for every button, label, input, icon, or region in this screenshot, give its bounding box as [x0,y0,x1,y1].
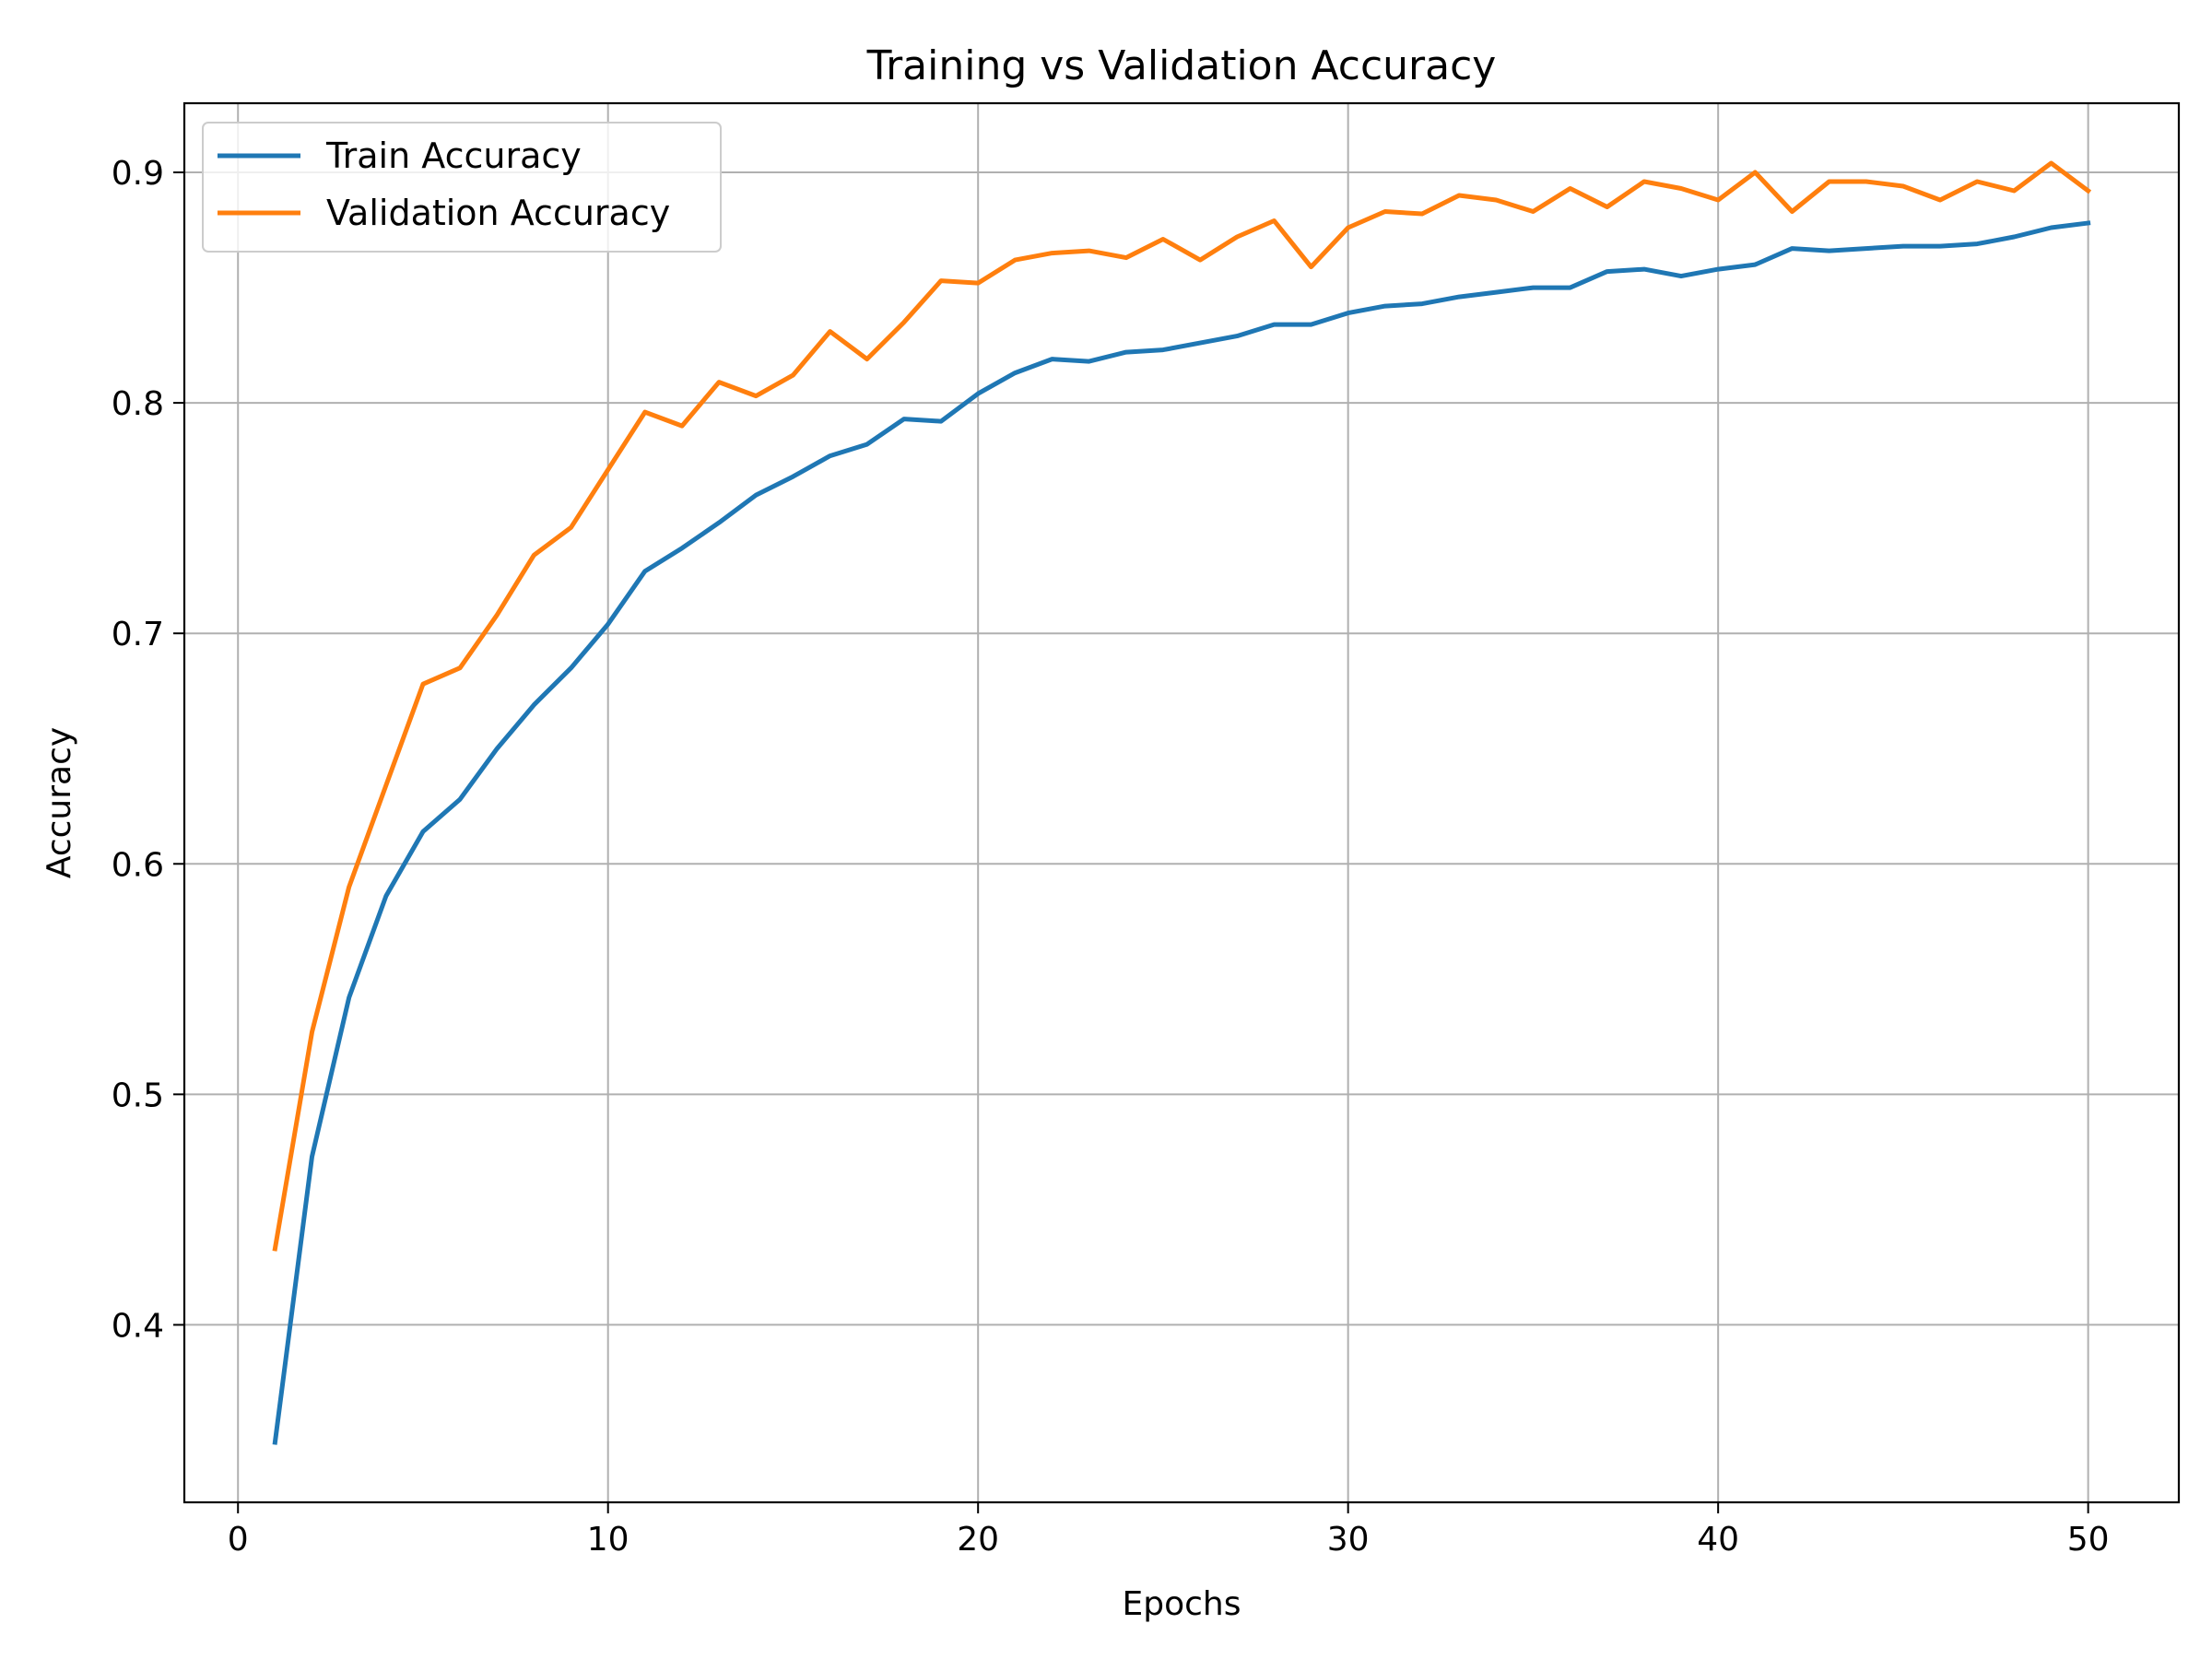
y-tick-label: 0.8 [112,385,164,423]
legend-label-validation: Validation Accuracy [326,193,670,233]
x-axis-label: Epochs [1123,1585,1241,1623]
y-tick-label: 0.5 [112,1077,164,1114]
chart-title: Training vs Validation Accuracy [866,42,1497,89]
x-tick-label: 30 [1327,1521,1370,1559]
x-tick-label: 0 [228,1521,249,1559]
x-tick-label: 40 [1697,1521,1739,1559]
legend-box [202,122,722,253]
legend: Train Accuracy Validation Accuracy [202,122,722,253]
legend-label-train: Train Accuracy [325,135,582,176]
x-tick-label: 10 [587,1521,629,1559]
y-axis-label: Accuracy [41,727,78,878]
y-tick-label: 0.6 [112,846,164,884]
x-tick-label: 20 [957,1521,999,1559]
series-lines [272,160,2092,1445]
y-tick-label: 0.9 [112,155,164,193]
grid [184,103,2179,1502]
y-tick-label: 0.7 [112,616,164,653]
x-tick-label: 50 [2067,1521,2110,1559]
axes-frame [182,101,2181,1504]
y-tick-label: 0.4 [112,1307,164,1345]
train-accuracy-line [272,220,2091,1445]
validation-accuracy-line [272,160,2092,1252]
axis-ticks: 0 10 20 30 40 50 0.4 0.5 0.6 0.7 0.8 0.9 [112,155,2110,1559]
